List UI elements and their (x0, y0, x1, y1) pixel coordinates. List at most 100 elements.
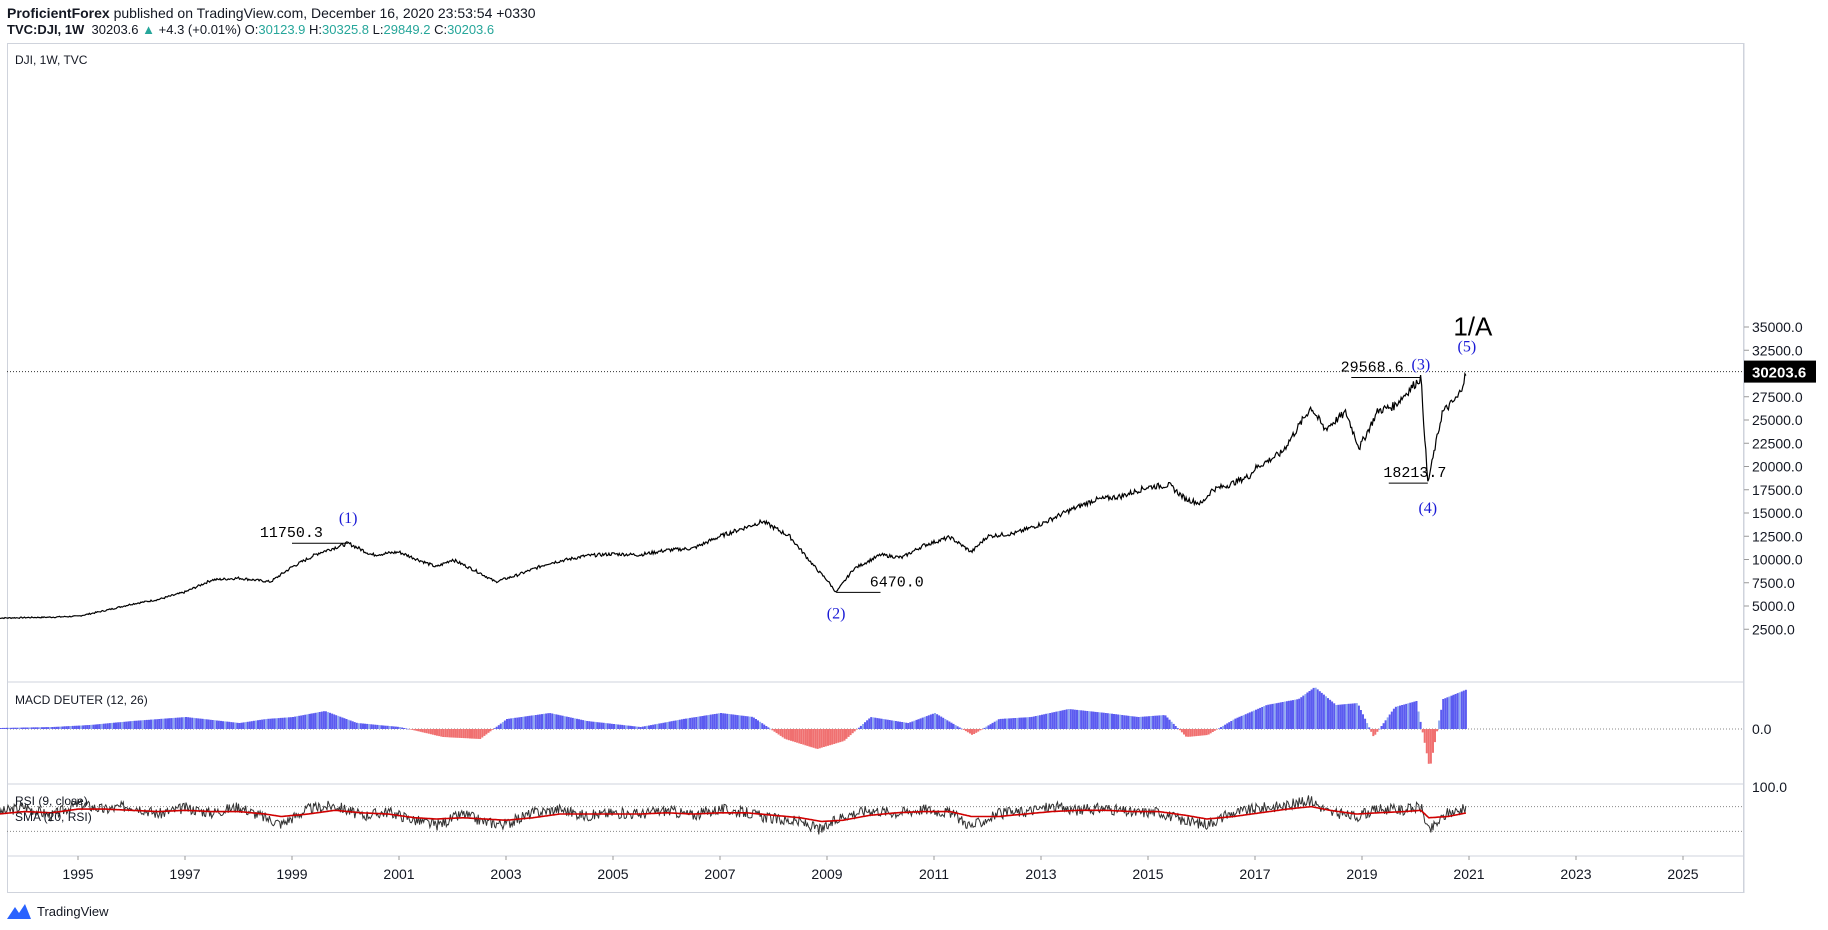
macd-bar (271, 718, 274, 729)
macd-bar (302, 715, 305, 729)
macd-bar (487, 729, 490, 733)
macd-bar (263, 719, 266, 729)
macd-bar (320, 711, 323, 729)
macd-bar (586, 721, 589, 729)
macd-bar (983, 727, 986, 729)
macd-bar (1024, 717, 1027, 729)
macd-bar (1162, 715, 1165, 729)
macd-bar (1156, 715, 1159, 729)
macd-bar (711, 714, 714, 729)
macd-bar (1086, 711, 1089, 729)
macd-bar (1063, 709, 1066, 729)
price-tick-label: 7500.0 (1752, 575, 1795, 591)
high-label: H: (309, 22, 323, 37)
macd-bar (1380, 726, 1383, 729)
macd-bar (458, 729, 461, 738)
macd-bar (960, 728, 963, 730)
macd-bar (931, 713, 934, 729)
macd-bar (1409, 702, 1412, 729)
macd-bar (1331, 701, 1334, 729)
macd-bar (1349, 703, 1352, 729)
macd-bar (47, 727, 50, 729)
macd-bar (1016, 717, 1019, 729)
macd-bar (180, 717, 183, 729)
macd-bar (1442, 699, 1445, 729)
macd-bar (493, 728, 496, 729)
macd-bar (174, 717, 177, 729)
macd-bar (411, 729, 414, 730)
macd-bar (501, 722, 504, 729)
macd-bar (744, 716, 747, 729)
footer-brand[interactable]: TradingView (7, 903, 109, 920)
macd-bar (133, 720, 136, 729)
macd-bar (1108, 713, 1111, 729)
macd-bar (164, 718, 167, 729)
macd-bar (238, 723, 241, 729)
time-tick-label: 1997 (169, 866, 200, 882)
time-tick-label: 2003 (490, 866, 521, 882)
macd-bar (368, 724, 371, 729)
macd-bar (1384, 720, 1387, 729)
tradingview-logo-icon (7, 904, 31, 919)
main-pane-title: DJI, 1W, TVC (15, 53, 88, 67)
macd-bar (283, 717, 286, 729)
macd-bar (1092, 711, 1095, 729)
macd-bar (600, 722, 603, 729)
macd-bar (683, 718, 685, 729)
price-tick-label: 27500.0 (1752, 389, 1803, 405)
macd-bar (226, 721, 229, 729)
macd-bar (1187, 729, 1190, 737)
macd-bar (1141, 716, 1144, 729)
macd-bar (1008, 718, 1011, 729)
macd-bar (1232, 719, 1235, 729)
macd-bar (1034, 716, 1037, 729)
macd-bar (125, 721, 128, 729)
macd-bar (1298, 698, 1301, 729)
macd-bar (1020, 717, 1023, 729)
macd-bar (1164, 715, 1167, 729)
macd-bar (460, 729, 463, 738)
macd-bar (1218, 728, 1220, 729)
macd-bar (964, 729, 967, 732)
macd-bar (92, 724, 95, 729)
macd-bar (22, 727, 25, 729)
macd-bar (654, 724, 657, 729)
macd-bar (1355, 703, 1358, 729)
macd-bar (954, 725, 957, 729)
macd-bar (1125, 715, 1128, 729)
macd-bar (864, 722, 866, 729)
macd-bar (738, 715, 741, 729)
macd-bar (565, 716, 568, 729)
price-tick-label: 20000.0 (1752, 459, 1803, 475)
macd-bar (353, 722, 356, 729)
macd-bar (1343, 704, 1346, 729)
macd-bar (49, 727, 52, 729)
macd-bar (1399, 705, 1401, 729)
macd-bar (991, 722, 994, 729)
time-tick-label: 2021 (1453, 866, 1484, 882)
macd-bar (1440, 709, 1443, 729)
macd-bar (1339, 704, 1342, 729)
macd-bar (1180, 729, 1183, 733)
macd-bar (1250, 711, 1253, 729)
macd-bar (1057, 711, 1060, 729)
macd-bar (285, 717, 288, 729)
macd-bar (306, 714, 309, 729)
macd-bar (281, 717, 284, 729)
macd-bar (1152, 715, 1155, 729)
rsi-ma-title: SMA (20, RSI) (15, 810, 92, 824)
macd-bar (220, 720, 222, 729)
macd-bar (1071, 709, 1074, 729)
macd-bar (771, 729, 774, 731)
macd-bar (940, 716, 943, 729)
macd-bar (1080, 710, 1083, 729)
symbol-label[interactable]: TVC:DJI, 1W (7, 22, 85, 37)
macd-bar (907, 723, 910, 729)
macd-bar (847, 729, 850, 737)
macd-bar (1127, 715, 1130, 729)
last-price: 30203.6 (91, 22, 139, 37)
author-name[interactable]: ProficientForex (7, 5, 110, 21)
macd-bar (71, 725, 74, 729)
macd-bar (594, 721, 597, 729)
